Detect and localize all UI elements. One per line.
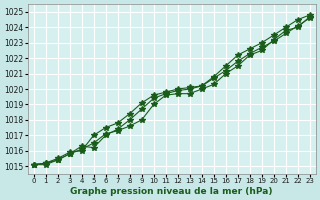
X-axis label: Graphe pression niveau de la mer (hPa): Graphe pression niveau de la mer (hPa): [70, 187, 273, 196]
